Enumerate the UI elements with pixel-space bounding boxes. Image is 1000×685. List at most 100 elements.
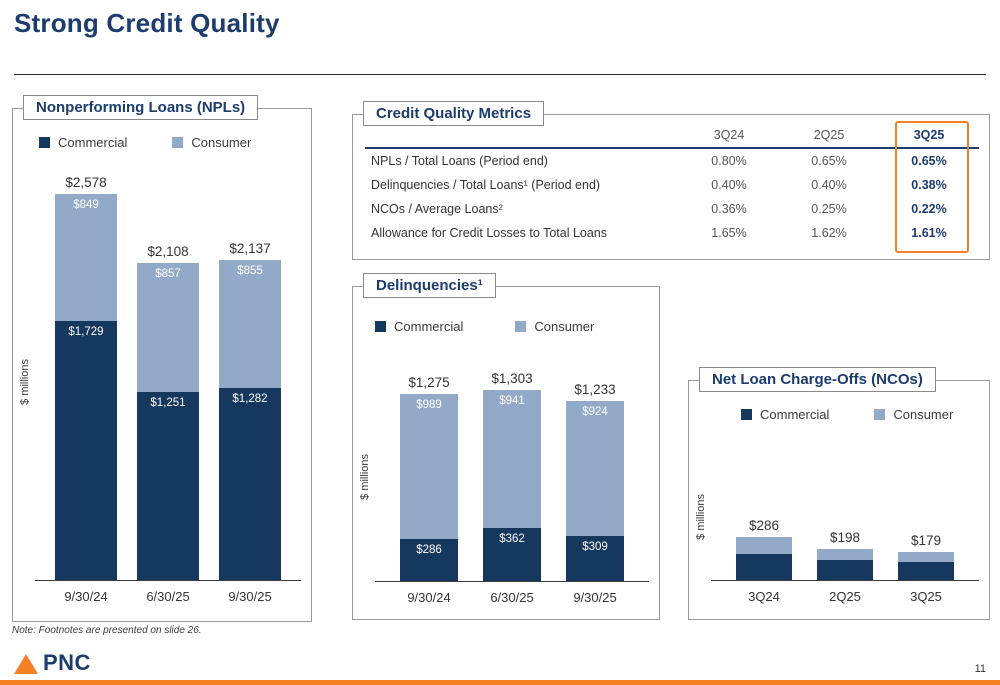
bar-segment-label: $924: [582, 406, 608, 418]
npl-legend: Commercial Consumer: [39, 135, 311, 150]
metrics-row-allowance: Allowance for Credit Losses to Total Loa…: [365, 221, 979, 245]
nco-panel: Net Loan Charge-Offs (NCOs) Commercial C…: [688, 367, 990, 620]
footnote-reference: Note: Footnotes are presented on slide 2…: [12, 625, 202, 636]
metrics-table: 3Q24 2Q25 3Q25 NPLs / Total Loans (Perio…: [365, 123, 979, 245]
column-header-3q24: 3Q24: [679, 123, 779, 149]
npl-panel-title: Nonperforming Loans (NPLs): [23, 95, 259, 120]
column-header-2q25: 2Q25: [779, 123, 879, 149]
bar-segment-consumer: [817, 549, 873, 560]
bar-segment-label: $941: [499, 395, 525, 407]
npl-panel: Nonperforming Loans (NPLs) Commercial Co…: [12, 95, 312, 622]
metrics-header-row: 3Q24 2Q25 3Q25: [365, 123, 979, 149]
row-label: NCOs / Average Loans²: [371, 202, 503, 216]
bar-segment-commercial: $362: [483, 528, 541, 581]
bar-segment-commercial: [898, 562, 954, 580]
delinquencies-panel-title: Delinquencies¹: [363, 273, 496, 298]
bar-segment-consumer: [898, 552, 954, 562]
bar-group-delinquencies-9-30-24: $1,275 $989 $286: [400, 375, 458, 581]
bar-group-npl-9-30-25: $2,137 $855 $1,282: [219, 241, 281, 580]
bar-total-label: $1,303: [491, 371, 533, 386]
pnc-logo-text: PNC: [43, 650, 91, 675]
metrics-corner-cell: [365, 123, 679, 149]
x-axis-tick-label: 9/30/24: [407, 590, 451, 605]
metric-value-highlight: 1.61%: [911, 226, 947, 240]
bar-segment-consumer: $849: [55, 194, 117, 321]
consumer-swatch-icon: [515, 321, 527, 332]
metric-value: 0.65%: [811, 154, 847, 168]
delinquencies-bars: $1,275 $989 $286 $1,303 $941 $362 $1,233 $924 $3…: [375, 348, 649, 582]
x-axis-tick-label: 6/30/25: [146, 589, 190, 604]
x-axis-tick-label: 3Q25: [910, 589, 942, 604]
x-axis-tick-label: 9/30/25: [573, 590, 617, 605]
x-axis-tick-label: 3Q24: [748, 589, 780, 604]
bar-total-label: $1,275: [408, 375, 450, 390]
bar-group-delinquencies-6-30-25: $1,303 $941 $362: [483, 371, 541, 581]
bar-segment-commercial: $1,282: [219, 388, 281, 580]
bar-segment-commercial: $286: [400, 539, 458, 581]
bar-segment-consumer: $857: [137, 263, 199, 392]
bar-segment-label: $362: [499, 533, 525, 545]
nco-panel-title: Net Loan Charge-Offs (NCOs): [699, 367, 936, 392]
slide-bottom-accent-bar: [0, 680, 1000, 685]
bar-segment-consumer: [736, 537, 792, 554]
nco-plot-area: $286 $198 $179 3Q24 2Q25 3Q25: [711, 430, 979, 604]
legend-label-consumer: Consumer: [893, 407, 954, 422]
x-axis-tick-label: 9/30/25: [228, 589, 272, 604]
credit-quality-metrics-panel: Credit Quality Metrics 3Q24 2Q25 3Q25 NP…: [352, 101, 990, 260]
delinquencies-y-axis-label: $ millions: [359, 453, 371, 500]
x-axis-tick-label: 6/30/25: [490, 590, 534, 605]
x-axis-tick-label: 9/30/24: [64, 589, 108, 604]
x-axis-tick-label: 2Q25: [829, 589, 861, 604]
row-label: NPLs / Total Loans (Period end): [371, 154, 548, 168]
nco-chart: $ millions $286 $198 $179 3Q24 2Q25 3Q25: [689, 430, 989, 604]
title-divider: [14, 74, 986, 75]
bar-segment-consumer: $924: [566, 401, 624, 536]
bar-segment-commercial: $1,251: [137, 392, 199, 580]
bar-group-delinquencies-9-30-25: $1,233 $924 $309: [566, 382, 624, 581]
bar-group-npl-9-30-24: $2,578 $849 $1,729: [55, 175, 117, 580]
bar-total-label: $1,233: [574, 382, 616, 397]
legend-label-commercial: Commercial: [760, 407, 830, 422]
npl-bars: $2,578 $849 $1,729 $2,108 $857 $1,251 $2,137 $8…: [35, 160, 301, 581]
consumer-swatch-icon: [172, 137, 184, 148]
npl-y-axis-label: $ millions: [19, 359, 31, 405]
nco-y-axis-label: $ millions: [695, 494, 707, 540]
delinquencies-legend: Commercial Consumer: [375, 319, 659, 334]
legend-item-consumer: Consumer: [515, 319, 594, 334]
commercial-swatch-icon: [741, 409, 752, 420]
nco-bars: $286 $198 $179: [711, 430, 979, 581]
legend-label-consumer: Consumer: [534, 319, 595, 334]
bar-segment-consumer: $941: [483, 390, 541, 528]
bar-total-label: $2,578: [65, 175, 107, 190]
bar-segment-label: $857: [155, 268, 181, 280]
bar-segment-label: $849: [73, 199, 99, 211]
page-number: 11: [974, 663, 986, 675]
commercial-swatch-icon: [39, 137, 50, 148]
metric-value: 1.62%: [811, 226, 847, 240]
bar-segment-consumer: $989: [400, 394, 458, 539]
bar-segment-commercial: [817, 560, 873, 580]
legend-item-commercial: Commercial: [375, 319, 463, 334]
metric-value-highlight: 0.22%: [911, 202, 947, 216]
delinquencies-x-axis: 9/30/24 6/30/25 9/30/25: [375, 582, 649, 605]
metrics-row-delinquencies: Delinquencies / Total Loans¹ (Period end…: [365, 173, 979, 197]
bar-segment-label: $1,251: [150, 397, 186, 409]
bar-segment-commercial: $309: [566, 536, 624, 581]
metric-value: 0.25%: [811, 202, 847, 216]
legend-item-commercial: Commercial: [741, 407, 829, 422]
bar-total-label: $198: [829, 530, 861, 545]
metric-value-highlight: 0.65%: [911, 154, 947, 168]
bar-group-nco-3Q24: $286: [736, 518, 792, 580]
metric-value: 1.65%: [711, 226, 747, 240]
bar-group-npl-6-30-25: $2,108 $857 $1,251: [137, 244, 199, 580]
metric-value-highlight: 0.38%: [911, 178, 947, 192]
bar-total-label: $2,108: [147, 244, 189, 259]
metrics-row-ncos: NCOs / Average Loans² 0.36% 0.25% 0.22%: [365, 197, 979, 221]
nco-x-axis: 3Q24 2Q25 3Q25: [711, 581, 979, 604]
bar-segment-label: $309: [582, 541, 608, 553]
bar-segment-label: $989: [416, 399, 442, 411]
npl-plot-area: $2,578 $849 $1,729 $2,108 $857 $1,251 $2,137 $8…: [35, 160, 301, 604]
row-label: Delinquencies / Total Loans¹ (Period end…: [371, 178, 601, 192]
bar-group-nco-3Q25: $179: [898, 533, 954, 580]
